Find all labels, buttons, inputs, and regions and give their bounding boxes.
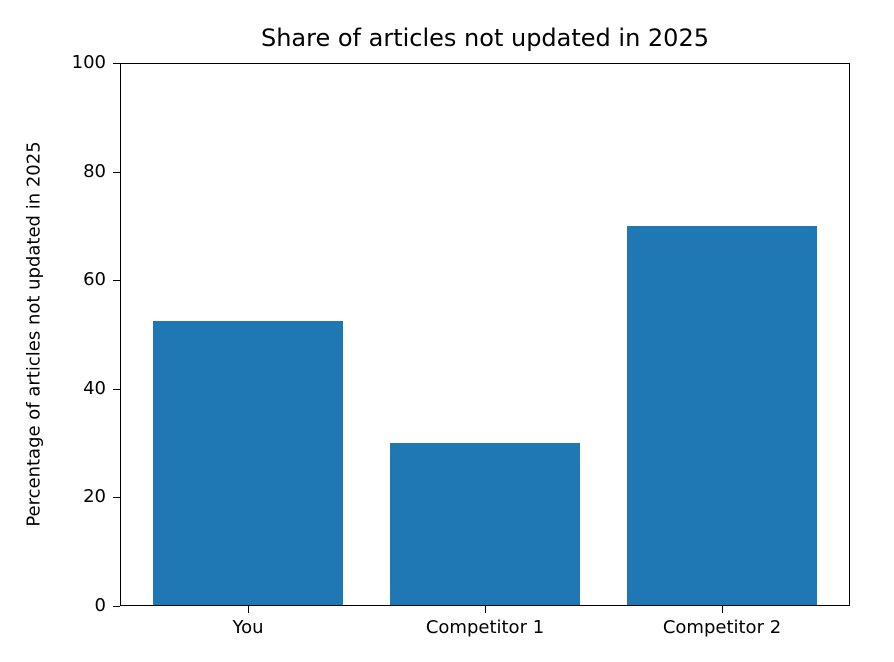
chart-title: Share of articles not updated in 2025 bbox=[260, 24, 709, 52]
x-tick-mark bbox=[247, 606, 249, 613]
bar-competitor-2 bbox=[627, 226, 817, 605]
y-tick-mark bbox=[113, 388, 120, 390]
y-tick-mark bbox=[113, 171, 120, 173]
x-tick-label: You bbox=[232, 617, 264, 638]
y-tick-label: 40 bbox=[83, 377, 106, 399]
y-axis-label: Percentage of articles not updated in 20… bbox=[23, 141, 45, 527]
x-tick-mark bbox=[485, 606, 486, 613]
x-tick-label: Competitor 2 bbox=[662, 617, 782, 638]
y-tick-mark bbox=[113, 63, 120, 64]
y-tick-label: 0 bbox=[94, 595, 106, 616]
plot-area bbox=[120, 63, 850, 606]
y-tick-label: 80 bbox=[83, 160, 106, 182]
y-tick-mark bbox=[113, 606, 120, 607]
bar-competitor-1 bbox=[390, 442, 580, 605]
y-tick-mark bbox=[113, 280, 120, 282]
x-tick-mark bbox=[722, 606, 723, 613]
bar-you bbox=[153, 320, 343, 605]
bars-group bbox=[121, 64, 849, 605]
y-tick-label: 60 bbox=[83, 269, 106, 291]
y-tick-label: 20 bbox=[83, 486, 106, 508]
y-tick-mark bbox=[113, 497, 120, 499]
y-tick-label: 100 bbox=[71, 52, 106, 73]
x-tick-label: Competitor 1 bbox=[425, 617, 545, 638]
